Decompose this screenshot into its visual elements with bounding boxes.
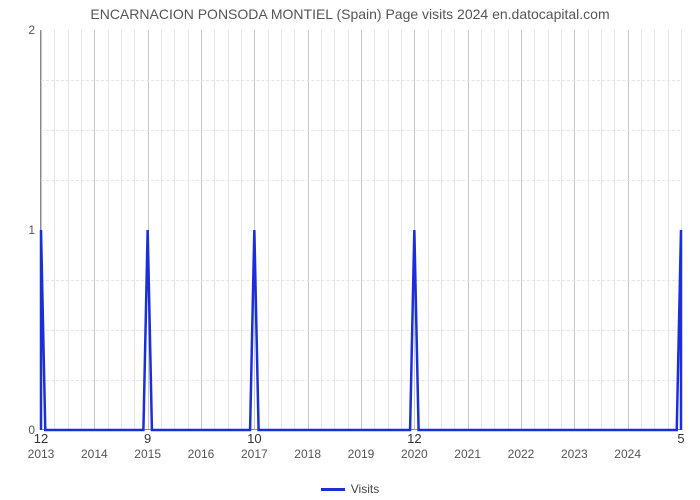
data-point-label: 12	[34, 429, 48, 446]
x-tick-label: 2018	[294, 429, 321, 461]
legend-label: Visits	[351, 482, 379, 496]
y-tick-label: 1	[28, 223, 41, 237]
legend-swatch	[321, 488, 345, 491]
data-point-label: 9	[144, 429, 151, 446]
y-tick-label: 2	[28, 23, 41, 37]
plot-area: 0122013201420152016201720182019202020212…	[40, 30, 680, 430]
data-point-label: 10	[247, 429, 261, 446]
x-tick-label: 2022	[508, 429, 535, 461]
x-tick-label: 2019	[348, 429, 375, 461]
x-tick-label: 2024	[614, 429, 641, 461]
x-tick-label: 2023	[561, 429, 588, 461]
chart-title: ENCARNACION PONSODA MONTIEL (Spain) Page…	[0, 6, 700, 22]
x-tick-label: 2014	[81, 429, 108, 461]
data-point-label: 5	[677, 429, 684, 446]
legend: Visits	[0, 482, 700, 496]
x-tick-label: 2021	[454, 429, 481, 461]
series-line	[41, 30, 681, 430]
x-tick-label: 2016	[188, 429, 215, 461]
data-point-label: 12	[407, 429, 421, 446]
